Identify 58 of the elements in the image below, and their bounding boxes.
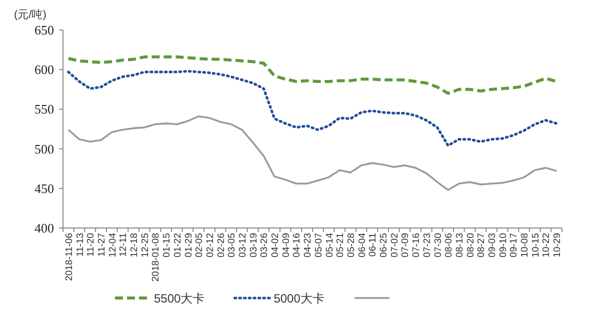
- x-tick-label: 06-04: [356, 233, 368, 258]
- y-tick-label: 450: [34, 180, 54, 196]
- x-tick-label: 05-21: [335, 233, 346, 258]
- x-tick-label: 11-20: [86, 233, 97, 257]
- x-tick-label: 09-03: [486, 233, 498, 258]
- x-tick-label: 10-15: [530, 233, 542, 258]
- x-tick-label: 01-29: [183, 233, 194, 258]
- x-tick-label: 07-02: [389, 233, 400, 258]
- x-tick-label: 09-10: [498, 233, 509, 258]
- x-tick-label: 05-14: [324, 233, 336, 258]
- line-series: [66, 55, 558, 95]
- x-tick-label: 08-13: [454, 233, 466, 258]
- line-series: [67, 70, 558, 147]
- x-tick-label: 04-09: [280, 233, 292, 258]
- x-tick-label: 07-30: [432, 233, 444, 258]
- x-tick-label: 2018-01-08: [150, 233, 162, 282]
- x-tick-label: 12-04: [107, 233, 118, 258]
- y-tick-label: 600: [34, 62, 54, 78]
- x-tick-label: 07-16: [411, 233, 422, 258]
- legend-label: 5000大卡: [274, 292, 324, 306]
- x-tick-label: 05-07: [313, 233, 324, 258]
- x-tick-label: 10-29: [552, 233, 564, 258]
- y-tick-label: 550: [34, 102, 54, 117]
- x-tick-label: 07-23: [422, 233, 433, 258]
- x-tick-label: 02-12: [204, 233, 216, 258]
- x-tick-label: 04-23: [302, 233, 314, 258]
- y-tick-label: 650: [34, 22, 54, 38]
- x-tick-label: 12-11: [118, 233, 130, 257]
- x-tick-label: 08-27: [476, 233, 488, 258]
- x-tick-label: 06-25: [378, 233, 390, 258]
- x-tick-label: 03-26: [259, 233, 270, 258]
- x-tick-label: 06-11: [368, 233, 379, 257]
- x-tick-label: 03-12: [237, 233, 248, 258]
- x-tick-label: 03-05: [226, 233, 238, 258]
- x-tick-label: 12-18: [129, 233, 140, 258]
- x-tick-label: 11-27: [96, 233, 108, 257]
- x-tick-label: 2018-11-06: [64, 233, 75, 281]
- x-tick-label: 08-20: [465, 233, 476, 258]
- x-tick-label: 11-13: [74, 233, 86, 257]
- x-tick-label: 09-17: [508, 233, 520, 258]
- x-tick-label: 02-05: [194, 233, 206, 258]
- line-series: [68, 115, 558, 191]
- x-tick-label: 08-06: [444, 233, 455, 258]
- x-tick-label: 07-09: [400, 233, 412, 258]
- x-tick-label: 10-22: [541, 233, 552, 258]
- x-tick-label: 01-22: [172, 233, 184, 258]
- x-tick-label: 01-15: [162, 233, 173, 258]
- x-tick-label: 04-16: [292, 233, 303, 258]
- x-tick-label: 10-08: [520, 233, 531, 258]
- x-tick-label: 04-02: [270, 233, 282, 258]
- x-tick-label: 03-19: [248, 233, 260, 258]
- x-tick-label: 05-28: [346, 233, 357, 258]
- x-tick-label: 12-25: [140, 233, 151, 258]
- y-tick-label: 500: [34, 141, 54, 156]
- x-tick-label: 02-26: [216, 233, 227, 258]
- legend-label: 5500大卡: [154, 292, 205, 306]
- y-tick-label: 400: [34, 220, 54, 236]
- y-axis-title: (元/吨): [14, 8, 46, 21]
